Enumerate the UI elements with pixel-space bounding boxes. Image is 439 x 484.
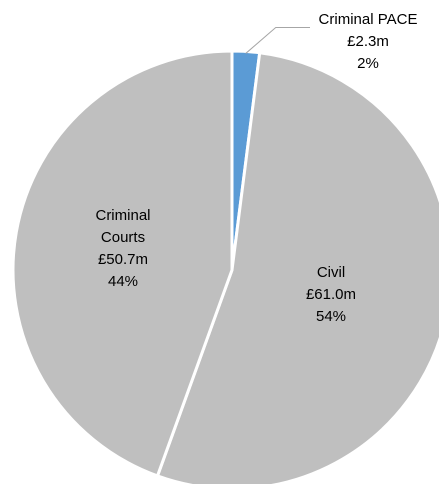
data-label-line: £61.0m	[306, 286, 356, 303]
data-label-line: £50.7m	[98, 251, 148, 268]
slices-layer	[11, 49, 439, 484]
data-label-line: 2%	[357, 55, 379, 72]
data-label-line: £2.3m	[347, 33, 389, 50]
data-labels-layer: Criminal PACE £2.3m 2% Civil £61.0m 54% Crimin…	[95, 11, 417, 325]
data-label-line: Criminal PACE	[319, 11, 418, 28]
data-label-civil: Civil £61.0m 54%	[306, 264, 356, 325]
data-label-line: Criminal	[95, 207, 150, 224]
data-label-line: 44%	[108, 273, 138, 290]
data-label-criminal-courts: Criminal Courts £50.7m 44%	[95, 207, 150, 290]
leader-line-criminal-pace	[245, 26, 310, 54]
data-label-line: 54%	[316, 308, 346, 325]
data-label-criminal-pace: Criminal PACE £2.3m 2%	[319, 11, 418, 72]
data-label-line: Civil	[317, 264, 345, 281]
data-label-line: Courts	[101, 229, 145, 246]
pie-slice-civil	[155, 51, 439, 484]
leader-lines-layer	[245, 26, 310, 54]
pie-slice-criminal-courts	[11, 49, 234, 478]
